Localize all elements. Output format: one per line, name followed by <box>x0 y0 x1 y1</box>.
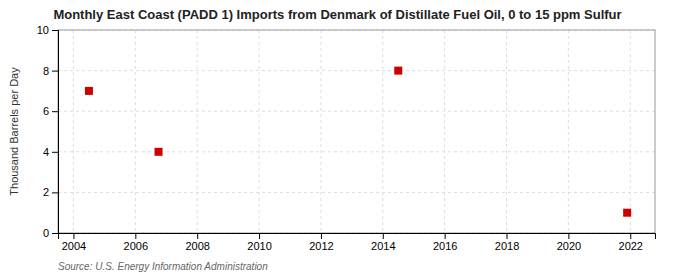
x-tick-label: 2012 <box>309 240 333 252</box>
y-tick: 8 <box>43 65 58 77</box>
y-tick-label: 4 <box>43 146 49 158</box>
grid-line-x <box>630 30 631 233</box>
grid-line-x <box>444 30 445 233</box>
y-tick-mark <box>52 71 58 72</box>
grid-line-x <box>568 30 569 233</box>
x-tick-label: 2016 <box>433 240 457 252</box>
x-tick-mark <box>73 233 74 239</box>
y-tick-label: 6 <box>43 105 49 117</box>
x-tick-label: 2014 <box>371 240 395 252</box>
plot-frame <box>58 30 655 233</box>
y-tick: 0 <box>43 227 58 239</box>
grid <box>58 30 655 233</box>
y-tick: 4 <box>43 146 58 158</box>
grid-line-y <box>58 111 655 112</box>
grid-line-x <box>73 30 74 233</box>
grid-line-x <box>382 30 383 233</box>
title: Monthly East Coast (PADD 1) Imports from… <box>53 7 621 22</box>
x-tick-label: 2020 <box>557 240 581 252</box>
y-tick-mark <box>52 30 58 31</box>
grid-line-y <box>58 70 655 71</box>
x-axis-line <box>59 234 656 240</box>
point <box>155 148 163 156</box>
x-tick: 2008 <box>185 233 209 252</box>
y-tick-mark <box>52 233 58 234</box>
chart: 2004200620082010201220142016201820202022… <box>0 0 675 275</box>
x-tick-mark <box>445 233 446 239</box>
x-tick-mark <box>321 233 322 239</box>
y-axis: 0 2 4 6 8 10 <box>37 24 59 239</box>
x-tick-label: 2010 <box>247 240 271 252</box>
grid-line-y <box>58 192 655 193</box>
x-tick-label: 2006 <box>124 240 148 252</box>
y-axis-title: Thousand Barrels per Day <box>8 67 20 196</box>
grid-line-x <box>135 30 136 233</box>
point <box>623 209 631 217</box>
y-tick-mark <box>52 192 58 193</box>
x-tick-label: 2004 <box>62 240 86 252</box>
x-tick: 2014 <box>371 233 395 252</box>
x-tick: 2012 <box>309 233 333 252</box>
grid-line-x <box>506 30 507 233</box>
x-tick: 2010 <box>247 233 271 252</box>
x-tick-mark <box>259 233 260 239</box>
x-tick-label: 2022 <box>619 240 643 252</box>
y-tick-label: 2 <box>43 186 49 198</box>
x-tick: 2020 <box>557 233 581 252</box>
y-tick-mark <box>52 111 58 112</box>
x-tick-label: 2008 <box>185 240 209 252</box>
point <box>85 87 93 95</box>
grid-line-x <box>320 30 321 233</box>
x-tick: 2004 <box>62 233 86 252</box>
x-axis: 2004 2006 2008 2010 2012 2014 2016 2018 2020 2022 <box>59 233 656 252</box>
x-tick-mark <box>507 233 508 239</box>
y-tick-label: 0 <box>43 227 49 239</box>
grid-line-x <box>259 30 260 233</box>
plot-area: 2004200620082010201220142016201820202022… <box>37 24 656 252</box>
x-tick: 2016 <box>433 233 457 252</box>
y-tick: 6 <box>43 105 58 117</box>
points <box>85 67 631 217</box>
x-tick-mark <box>630 233 631 239</box>
x-tick-mark <box>568 233 569 239</box>
x-tick: 2018 <box>495 233 519 252</box>
y-tick-label: 8 <box>43 65 49 77</box>
x-tick: 2022 <box>619 233 643 252</box>
grid-line-x <box>197 30 198 233</box>
y-tick-mark <box>52 152 58 153</box>
x-tick-mark <box>135 233 136 239</box>
x-tick-label: 2018 <box>495 240 519 252</box>
point <box>394 67 402 75</box>
x-tick: 2006 <box>124 233 148 252</box>
source: Source: U.S. Energy Information Administ… <box>58 261 268 272</box>
y-axis-line <box>52 31 59 234</box>
y-tick: 2 <box>43 186 58 198</box>
y-tick-label: 10 <box>37 24 49 36</box>
x-tick-mark <box>197 233 198 239</box>
grid-line-y <box>58 151 655 152</box>
y-tick: 10 <box>37 24 58 36</box>
x-tick-mark <box>383 233 384 239</box>
